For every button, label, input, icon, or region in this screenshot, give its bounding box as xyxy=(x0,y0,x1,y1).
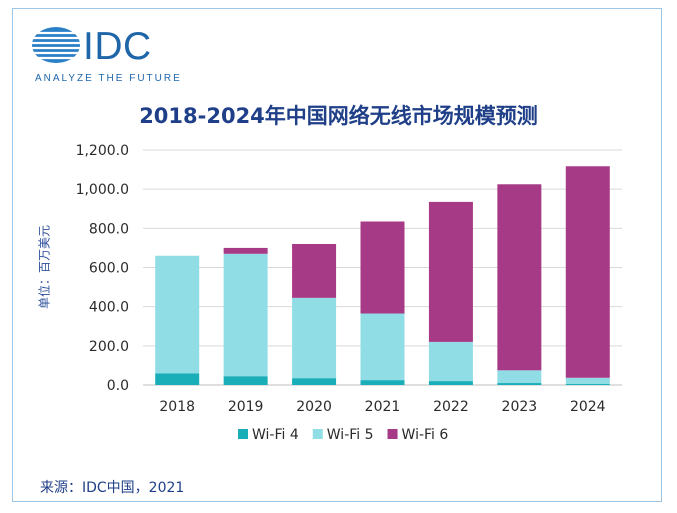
legend-swatch xyxy=(387,429,398,439)
x-tick-label: 2020 xyxy=(296,399,332,415)
legend-label: Wi-Fi 5 xyxy=(327,427,374,443)
bar-segment xyxy=(360,313,405,381)
legend-label: Wi-Fi 4 xyxy=(252,427,299,443)
legend-swatch xyxy=(312,429,323,439)
bar-segment xyxy=(223,376,268,385)
idc-logo: IDC ANALYZE THE FUTURE xyxy=(18,12,188,84)
bar-segment xyxy=(360,221,405,314)
x-tick-label: 2018 xyxy=(159,399,195,415)
bar-segment xyxy=(497,370,542,384)
bar-segment xyxy=(565,384,610,385)
source-note: 来源：IDC中国，2021 xyxy=(40,480,185,496)
y-tick-label: 400.0 xyxy=(89,300,129,316)
bar-segment xyxy=(428,201,473,342)
y-tick-label: 600.0 xyxy=(89,261,129,277)
bar-segment xyxy=(155,373,200,385)
y-tick-label: 800.0 xyxy=(89,221,129,237)
bar-segment xyxy=(292,297,337,379)
logo-wordmark: IDC xyxy=(83,25,152,68)
globe-icon xyxy=(30,27,82,63)
bar-segment xyxy=(292,378,337,385)
logo-tagline: ANALYZE THE FUTURE xyxy=(35,73,182,84)
bar-segment xyxy=(497,184,542,371)
bar-segment xyxy=(360,380,405,385)
bar-segment xyxy=(428,341,473,382)
bar-segment xyxy=(155,255,200,374)
x-tick-label: 2019 xyxy=(228,399,264,415)
y-tick-label: 1,200.0 xyxy=(76,143,129,159)
chart-title: 2018-2024年中国网络无线市场规模预测 xyxy=(139,104,538,128)
chart-frame xyxy=(12,8,662,502)
x-tick-label: 2023 xyxy=(502,399,538,415)
bar-segment xyxy=(428,381,473,385)
x-tick-label: 2024 xyxy=(570,399,606,415)
bar-segment xyxy=(497,383,542,385)
bar-segment xyxy=(223,247,268,254)
bar-segment xyxy=(292,244,337,298)
legend-label: Wi-Fi 6 xyxy=(402,427,449,443)
y-tick-label: 0.0 xyxy=(107,378,129,394)
y-tick-label: 200.0 xyxy=(89,339,129,355)
y-tick-label: 1,000.0 xyxy=(76,182,129,198)
legend-swatch xyxy=(238,429,248,439)
bar-segment xyxy=(223,253,268,377)
bar-segment xyxy=(565,377,610,385)
bar-segment xyxy=(565,166,610,378)
x-tick-label: 2022 xyxy=(433,399,469,415)
x-tick-label: 2021 xyxy=(365,399,401,415)
